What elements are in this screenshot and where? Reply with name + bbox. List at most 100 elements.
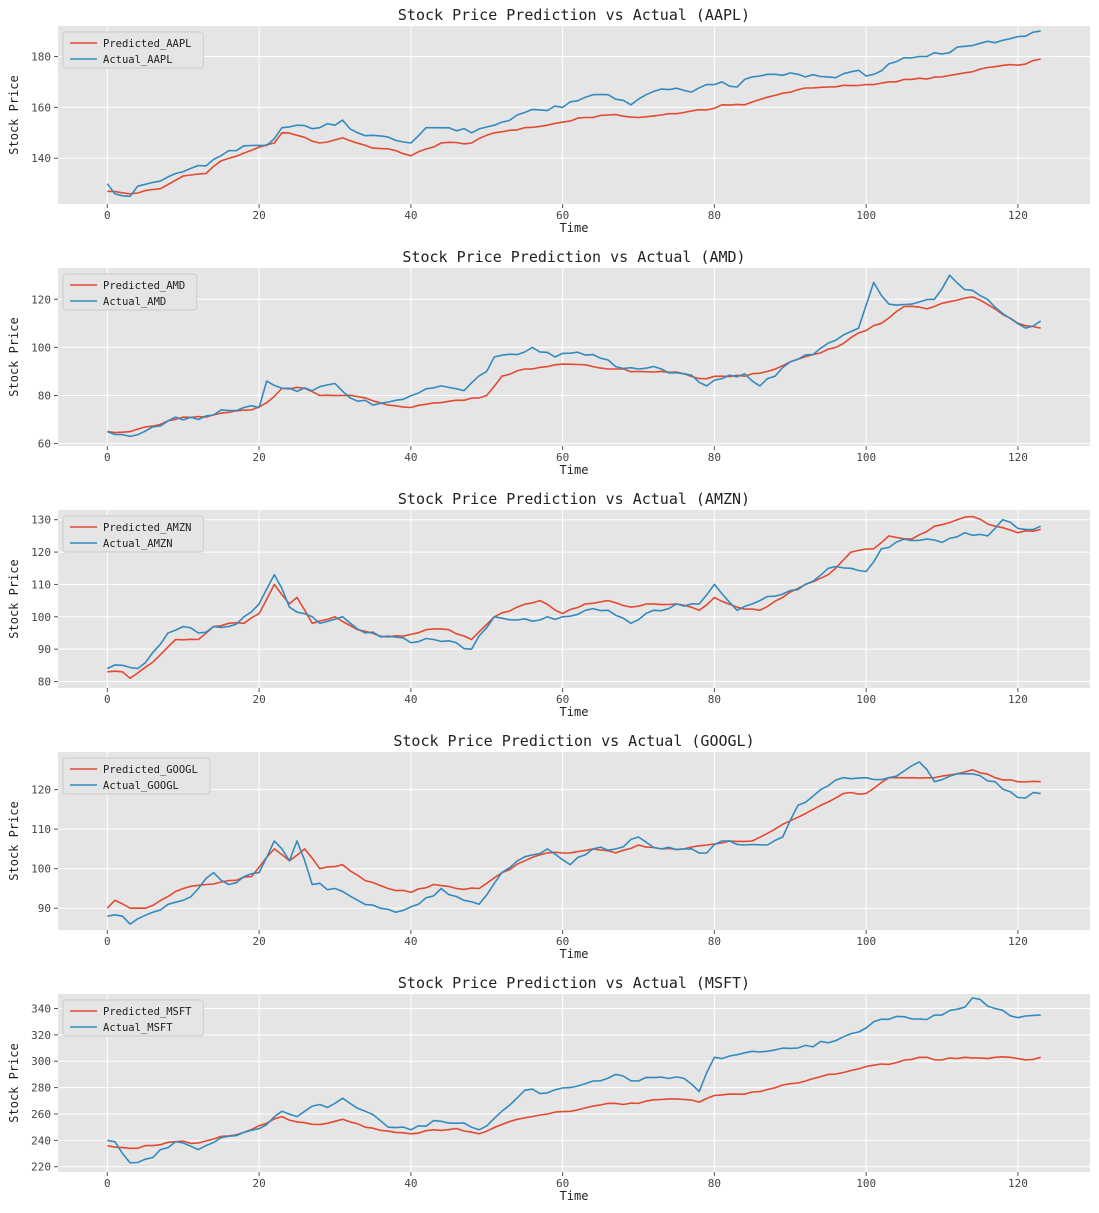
legend-label: Actual_MSFT <box>103 1022 173 1034</box>
plot-area <box>58 268 1090 446</box>
series-line-Predicted_AMZN <box>107 515 1041 680</box>
y-tick-label: 80 <box>38 389 51 402</box>
legend-label: Actual_GOOGL <box>103 780 179 792</box>
x-tick-label: 80 <box>708 209 721 222</box>
y-tick-label: 100 <box>31 341 51 354</box>
x-tick-label: 80 <box>708 1177 721 1190</box>
y-tick-label: 120 <box>31 293 51 306</box>
x-tick-label: 0 <box>104 693 111 706</box>
x-tick-label: 40 <box>404 451 417 464</box>
series-line-Actual_AMZN <box>106 518 1042 670</box>
x-axis-label: Time <box>560 947 589 961</box>
chart-1: 0 20 40 60 80 100 120 60 80 100 120 Stock Price Pre… <box>7 248 1090 477</box>
series-line-Actual_AMD <box>107 274 1042 438</box>
x-tick-label: 120 <box>1008 693 1028 706</box>
x-tick-label: 120 <box>1008 935 1028 948</box>
legend-label: Actual_AAPL <box>103 54 173 66</box>
chart-2: 0 20 40 60 80 100 120 80 90 100 110 120 130 Stock Pri… <box>7 490 1090 719</box>
y-tick-label: 160 <box>31 101 51 114</box>
legend-label: Predicted_AMZN <box>103 522 192 534</box>
x-tick-label: 40 <box>404 209 417 222</box>
y-tick-label: 140 <box>31 152 51 165</box>
series-line-Predicted_AMD <box>107 296 1041 434</box>
x-tick-label: 120 <box>1008 209 1028 222</box>
y-tick-label: 120 <box>31 784 51 797</box>
chart-4: 0 20 40 60 80 100 120 220 240 260 280 300 320 340 Stoc… <box>7 974 1090 1203</box>
chart-3: 0 20 40 60 80 100 120 90 100 110 120 Stock Price Pr… <box>7 732 1090 961</box>
x-tick-label: 100 <box>856 451 876 464</box>
series-line-Actual_AAPL <box>106 30 1041 198</box>
y-tick-label: 110 <box>31 823 51 836</box>
x-tick-label: 100 <box>856 1177 876 1190</box>
x-axis-label: Time <box>560 463 589 477</box>
x-tick-label: 60 <box>556 1177 569 1190</box>
x-tick-label: 60 <box>556 209 569 222</box>
y-tick-label: 260 <box>31 1108 51 1121</box>
y-tick-label: 340 <box>31 1003 51 1016</box>
x-axis-label: Time <box>560 1189 589 1203</box>
y-axis-label: Stock Price <box>7 317 21 396</box>
legend-label: Predicted_AMD <box>103 280 185 292</box>
x-tick-label: 100 <box>856 693 876 706</box>
legend: Predicted_AMD Actual_AMD <box>62 273 198 311</box>
plot-area <box>58 994 1090 1172</box>
legend-label: Predicted_AAPL <box>103 38 192 50</box>
plot-area <box>58 26 1090 204</box>
y-axis-label: Stock Price <box>7 559 21 638</box>
legend-label: Actual_AMZN <box>103 538 173 550</box>
legend-label: Predicted_GOOGL <box>103 764 198 776</box>
y-tick-label: 240 <box>31 1134 51 1147</box>
y-axis-label: Stock Price <box>7 801 21 880</box>
y-tick-label: 320 <box>31 1029 51 1042</box>
legend-label: Actual_AMD <box>103 296 166 308</box>
x-tick-label: 60 <box>556 935 569 948</box>
y-tick-label: 100 <box>31 863 51 876</box>
y-tick-label: 120 <box>31 546 51 559</box>
x-tick-label: 40 <box>404 935 417 948</box>
x-axis-label: Time <box>560 221 589 235</box>
y-tick-label: 280 <box>31 1082 51 1095</box>
x-tick-label: 80 <box>708 451 721 464</box>
legend-box <box>62 757 211 795</box>
chart-title: Stock Price Prediction vs Actual (AAPL) <box>398 6 750 24</box>
x-tick-label: 40 <box>404 693 417 706</box>
legend-label: Predicted_MSFT <box>103 1006 192 1018</box>
x-tick-label: 0 <box>104 209 111 222</box>
legend-box <box>62 999 204 1037</box>
y-tick-label: 90 <box>38 643 51 656</box>
y-axis-label: Stock Price <box>7 75 21 154</box>
x-tick-label: 60 <box>556 693 569 706</box>
x-tick-label: 80 <box>708 935 721 948</box>
legend: Predicted_GOOGL Actual_GOOGL <box>62 757 211 795</box>
x-tick-label: 20 <box>252 209 265 222</box>
x-tick-label: 100 <box>856 935 876 948</box>
chart-0: 0 20 40 60 80 100 120 140 160 180 Stock Price Pred… <box>7 6 1090 235</box>
x-tick-label: 20 <box>252 1177 265 1190</box>
y-tick-label: 60 <box>38 438 51 451</box>
chart-title: Stock Price Prediction vs Actual (GOOGL) <box>393 732 754 750</box>
plot-area <box>58 510 1090 688</box>
legend: Predicted_AMZN Actual_AMZN <box>62 515 204 553</box>
x-tick-label: 60 <box>556 451 569 464</box>
legend-box <box>62 515 204 553</box>
series-line-Actual_GOOGL <box>107 761 1041 925</box>
y-tick-label: 130 <box>31 514 51 527</box>
chart-title: Stock Price Prediction vs Actual (AMZN) <box>398 490 750 508</box>
x-tick-label: 20 <box>252 451 265 464</box>
y-tick-label: 100 <box>31 611 51 624</box>
legend-box <box>62 31 204 69</box>
y-tick-label: 110 <box>31 578 51 591</box>
chart-title: Stock Price Prediction vs Actual (AMD) <box>402 248 745 266</box>
x-tick-label: 0 <box>104 1177 111 1190</box>
y-tick-label: 90 <box>38 902 51 915</box>
y-tick-label: 80 <box>38 676 51 689</box>
x-tick-label: 20 <box>252 693 265 706</box>
series-line-Actual_MSFT <box>107 997 1041 1164</box>
x-tick-label: 0 <box>104 935 111 948</box>
x-tick-label: 100 <box>856 209 876 222</box>
legend: Predicted_MSFT Actual_MSFT <box>62 999 204 1037</box>
x-tick-label: 0 <box>104 451 111 464</box>
plot-area <box>58 752 1090 930</box>
x-tick-label: 20 <box>252 935 265 948</box>
